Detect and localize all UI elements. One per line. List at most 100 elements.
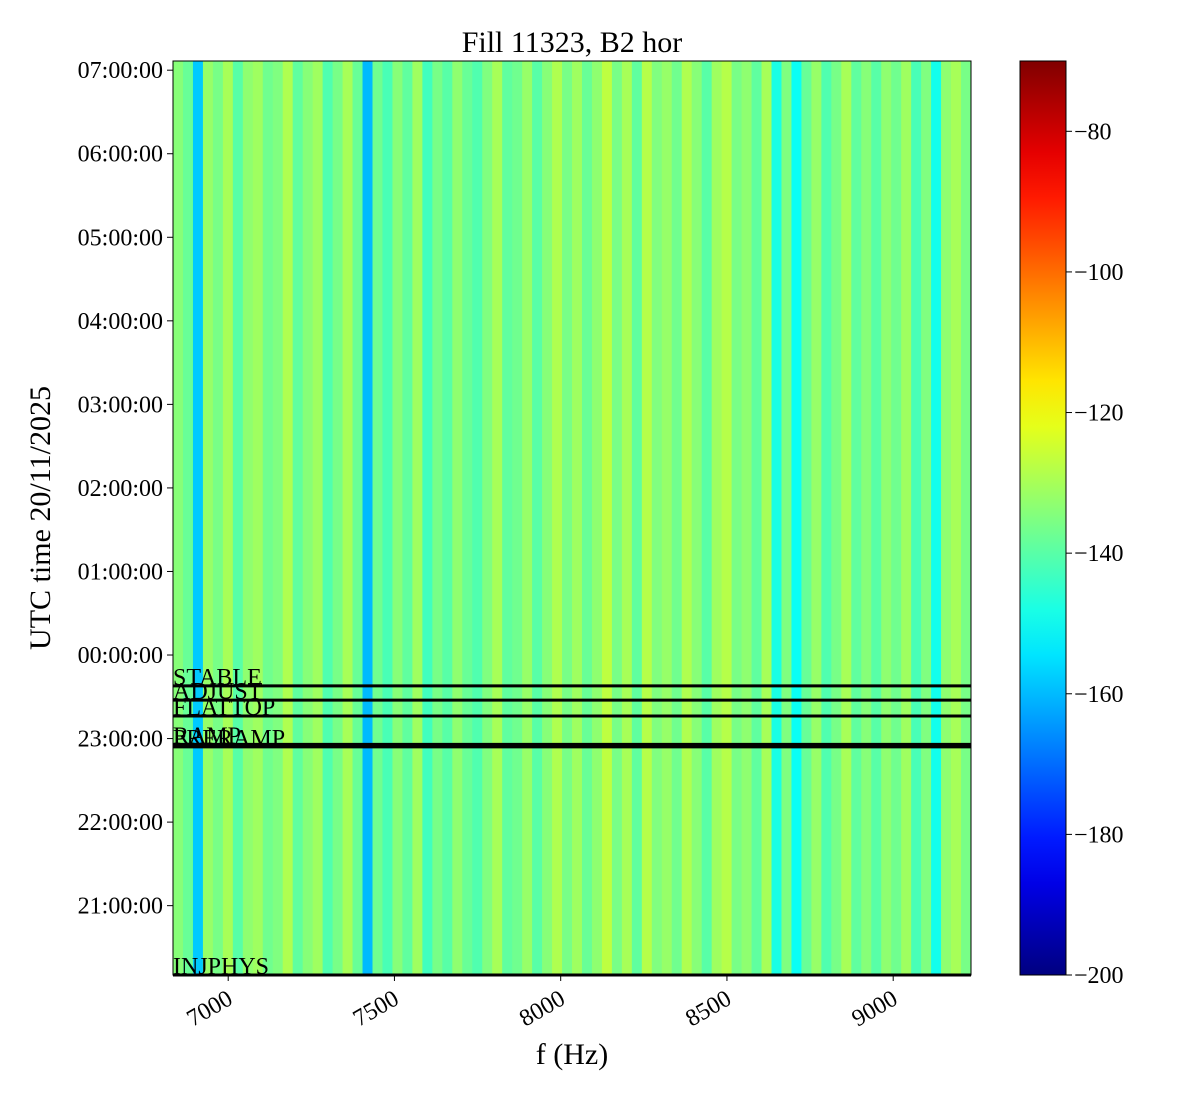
colorbar-tick-label: −100 — [1074, 260, 1124, 286]
heatmap-cell — [941, 61, 952, 975]
heatmap-cell — [771, 61, 782, 975]
heatmap-cell — [222, 61, 234, 975]
heatmap-cell — [891, 61, 902, 975]
x-tick-label: 7500 — [349, 986, 404, 1033]
heatmap-cell — [402, 61, 413, 975]
heatmap-cell — [392, 61, 403, 975]
heatmap-cell — [372, 61, 383, 975]
heatmap-cell — [492, 61, 503, 975]
phase-label: PRERAMP — [173, 726, 285, 752]
heatmap-cell — [761, 61, 772, 975]
heatmap-cell — [542, 61, 553, 975]
heatmap-cell — [472, 61, 483, 975]
phase-label: INJPHYS — [173, 954, 269, 980]
y-tick-label: 04:00:00 — [78, 309, 163, 335]
heatmap-cell — [801, 61, 812, 975]
heatmap-cell — [202, 61, 214, 975]
heatmap-cell — [641, 61, 653, 975]
heatmap-cell — [412, 61, 423, 975]
phase-label: FLATTOP — [173, 695, 275, 721]
heatmap-cell — [881, 61, 892, 975]
heatmap-cell — [741, 61, 752, 975]
heatmap-cell — [282, 61, 294, 975]
colorbar-tick-label: −80 — [1074, 119, 1112, 145]
heatmap-cell — [322, 61, 333, 975]
y-tick-label: 05:00:00 — [78, 225, 163, 251]
heatmap-cell — [562, 61, 573, 975]
heatmap-cell — [173, 61, 184, 975]
heatmap-cell — [851, 61, 862, 975]
heatmap-cell — [452, 61, 463, 975]
heatmap-cell — [252, 61, 264, 975]
heatmap-cell — [591, 61, 603, 975]
colorbar-tick-label: −120 — [1074, 401, 1124, 427]
heatmap-cell — [192, 61, 204, 975]
heatmap-cell — [581, 61, 593, 975]
heatmap-cell — [871, 61, 882, 975]
heatmap-cell — [901, 61, 912, 975]
heatmap-cell — [552, 61, 563, 975]
heatmap-cell — [671, 61, 683, 975]
heatmap-cell — [651, 61, 663, 975]
heatmap-cell — [432, 61, 443, 975]
y-tick-label: 22:00:00 — [78, 810, 163, 836]
chart-title: Fill 11323, B2 hor — [462, 26, 683, 59]
heatmap-cell — [701, 61, 713, 975]
heatmap-cell — [382, 61, 393, 975]
heatmap-cell — [332, 61, 343, 975]
heatmap-cell — [352, 61, 363, 975]
heatmap-cell — [961, 61, 972, 975]
heatmap-cell — [572, 61, 583, 975]
heatmap-cell — [262, 61, 274, 975]
colorbar-tick-label: −140 — [1074, 541, 1124, 567]
colorbar-tick-label: −200 — [1074, 963, 1124, 989]
heatmap-cell — [302, 61, 314, 975]
plot-frame — [172, 60, 972, 976]
heatmap-cell — [462, 61, 473, 975]
x-tick-label: 9000 — [848, 986, 903, 1033]
heatmap-cell — [911, 61, 922, 975]
heatmap-cell — [861, 61, 872, 975]
colorbar-tick-label: −180 — [1074, 822, 1124, 848]
y-tick-label: 23:00:00 — [78, 727, 163, 753]
heatmap-cell — [212, 61, 224, 975]
heatmap-cell — [312, 61, 324, 975]
heatmap-cell — [512, 61, 523, 975]
heatmap-cell — [691, 61, 703, 975]
y-tick-label: 00:00:00 — [78, 643, 163, 669]
phase-label: STABLE — [173, 665, 262, 691]
heatmap-cell — [951, 61, 962, 975]
heatmap-cell — [931, 61, 942, 975]
heatmap-cell — [721, 61, 732, 975]
heatmap-cell — [731, 61, 742, 975]
heatmap-cell — [182, 61, 194, 975]
heatmap-cell — [242, 61, 254, 975]
heatmap-cell — [362, 61, 373, 975]
heatmap-cell — [831, 61, 842, 975]
heatmap-cell — [841, 61, 852, 975]
heatmap-cell — [292, 61, 304, 975]
heatmap-cell — [482, 61, 493, 975]
y-tick-label: 06:00:00 — [78, 142, 163, 168]
y-tick-label: 03:00:00 — [78, 392, 163, 418]
heatmap-cell — [811, 61, 822, 975]
heatmap-cell — [272, 61, 284, 975]
y-tick-label: 02:00:00 — [78, 476, 163, 502]
heatmap-cell — [422, 61, 433, 975]
heatmap-cell — [621, 61, 633, 975]
heatmap-cell — [711, 61, 723, 975]
heatmap-cell — [631, 61, 643, 975]
heatmap-cell — [611, 61, 623, 975]
heatmap-cell — [442, 61, 453, 975]
heatmap-cell — [821, 61, 832, 975]
heatmap-cell — [522, 61, 533, 975]
heatmap-cell — [781, 61, 792, 975]
heatmap-cell — [532, 61, 543, 975]
x-tick-label: 7000 — [183, 986, 238, 1033]
heatmap-cell — [502, 61, 513, 975]
heatmap-cell — [791, 61, 802, 975]
colorbar — [1019, 60, 1067, 976]
x-tick-label: 8000 — [515, 986, 570, 1033]
